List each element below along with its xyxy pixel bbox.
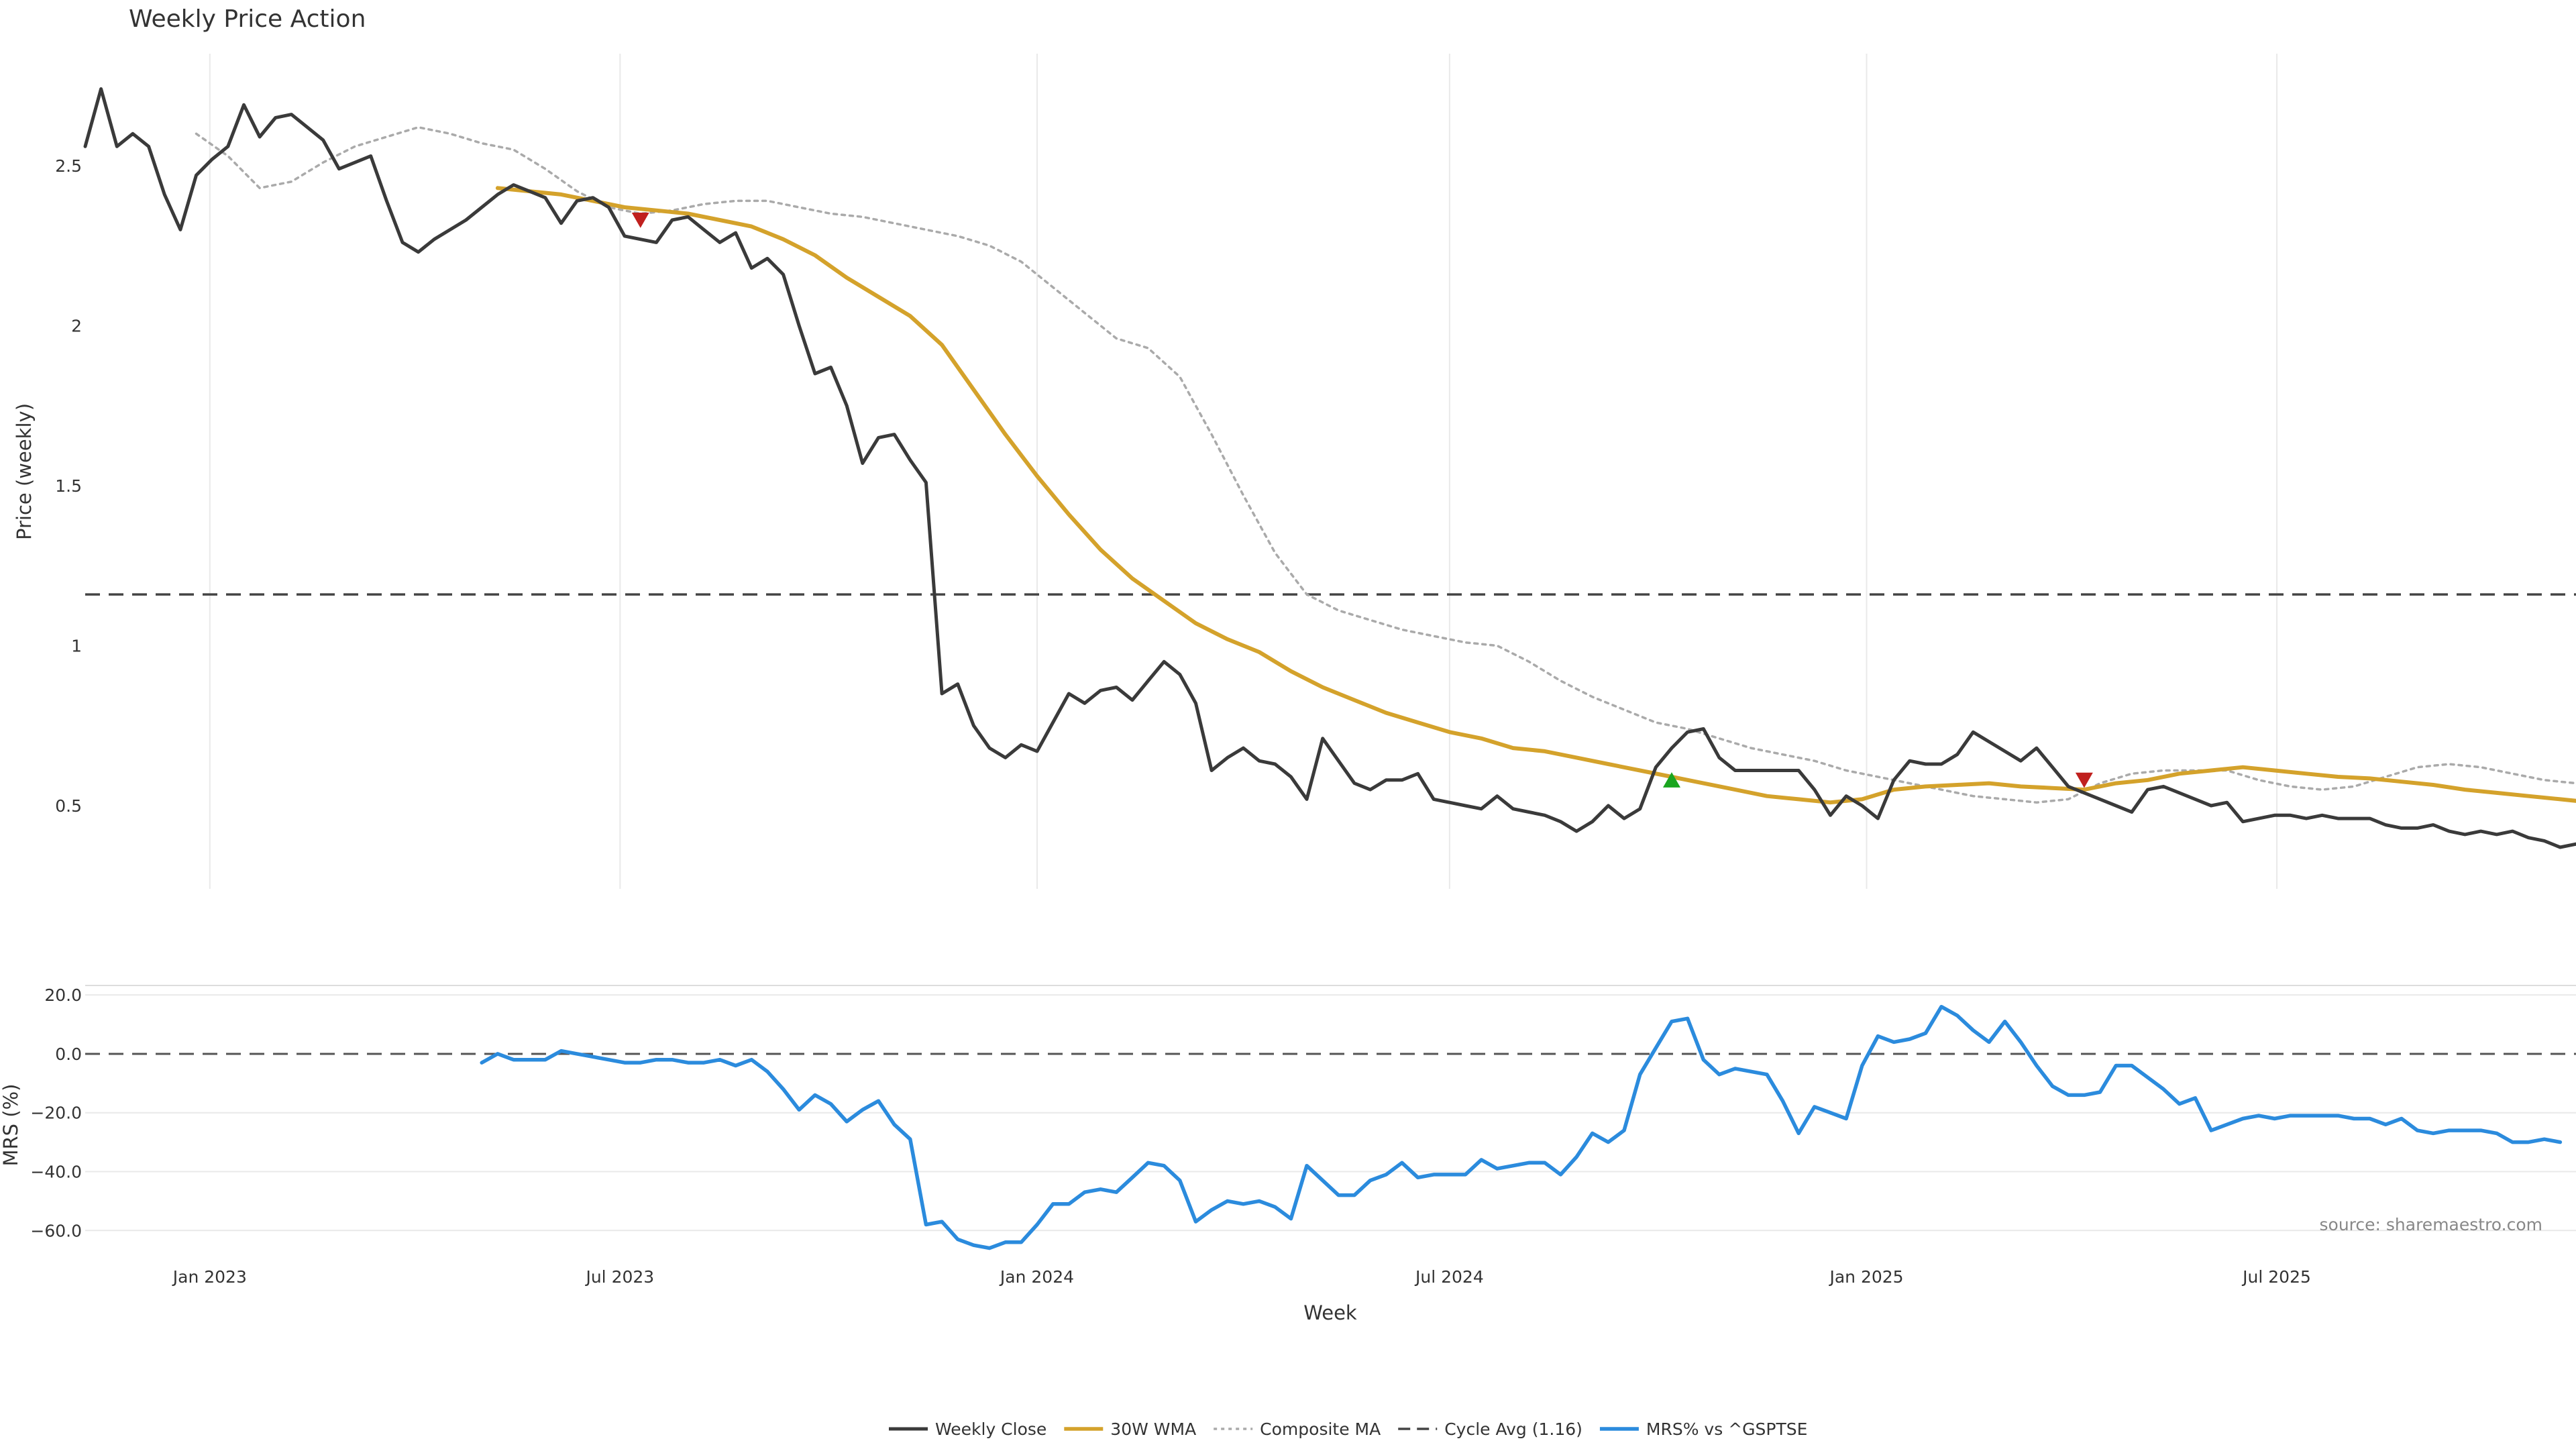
bottom-panel-y-ticks: 20.0 0.0 −20.0 −40.0 −60.0	[30, 985, 82, 1240]
legend-label: Composite MA	[1260, 1419, 1381, 1439]
bottom-y-tick-label: −40.0	[30, 1163, 82, 1182]
legend-item: 30W WMA	[1064, 1419, 1196, 1439]
bottom-y-tick-label: 20.0	[44, 985, 82, 1005]
buy-signal-marker	[1662, 772, 1680, 788]
x-tick-label: Jul 2023	[584, 1267, 654, 1287]
top-y-tick-label: 1	[71, 636, 82, 655]
x-tick-label: Jan 2024	[999, 1267, 1074, 1287]
bottom-panel-y-label: MRS (%)	[0, 1084, 22, 1167]
bottom-panel-gridlines	[85, 994, 2576, 1232]
legend-label: Cycle Avg (1.16)	[1444, 1419, 1582, 1439]
signal-markers	[631, 212, 2093, 788]
top-y-tick-label: 2.5	[55, 156, 82, 176]
legend-item: Composite MA	[1214, 1419, 1381, 1439]
top-y-tick-label: 0.5	[55, 796, 82, 816]
legend-label: 30W WMA	[1110, 1419, 1196, 1439]
top-panel-lines	[83, 87, 2576, 849]
source-note: source: sharemaestro.com	[2320, 1215, 2543, 1234]
weekly-close-line	[83, 87, 2576, 849]
top-panel-y-label: Price (weekly)	[13, 403, 36, 540]
legend-item: Weekly Close	[889, 1419, 1046, 1439]
top-panel-y-ticks: 0.5 1 1.5 2 2.5	[55, 156, 82, 816]
x-axis-ticks: Jan 2023 Jul 2023 Jan 2024 Jul 2024 Jan 2025…	[172, 1267, 2311, 1287]
sell-signal-marker	[2075, 772, 2093, 788]
x-tick-label: Jan 2025	[1828, 1267, 1903, 1287]
bottom-panel-lines	[480, 1004, 2563, 1250]
chart-title: Weekly Price Action	[129, 5, 366, 33]
legend: Weekly Close 30W WMA Composite MA Cycle Avg…	[889, 1419, 1807, 1439]
x-axis-label: Week	[1303, 1301, 1357, 1324]
legend-label: Weekly Close	[935, 1419, 1046, 1439]
bottom-y-tick-label: −60.0	[30, 1221, 82, 1240]
x-tick-label: Jul 2025	[2241, 1267, 2311, 1287]
bottom-y-tick-label: 0.0	[55, 1044, 82, 1064]
mrs-line	[480, 1004, 2563, 1250]
composite-ma-line	[195, 125, 2576, 804]
top-y-tick-label: 2	[71, 316, 82, 335]
x-tick-label: Jul 2024	[1414, 1267, 1484, 1287]
top-y-tick-label: 1.5	[55, 476, 82, 496]
legend-item: MRS% vs ^GSPTSE	[1599, 1419, 1807, 1439]
legend-label: MRS% vs ^GSPTSE	[1646, 1419, 1807, 1439]
bottom-y-tick-label: −20.0	[30, 1104, 82, 1123]
legend-item: Cycle Avg (1.16)	[1398, 1419, 1582, 1439]
x-tick-label: Jan 2023	[172, 1267, 247, 1287]
top-panel-gridlines	[209, 54, 2278, 889]
sell-signal-marker	[631, 212, 649, 228]
30w-wma-line	[495, 186, 2576, 805]
